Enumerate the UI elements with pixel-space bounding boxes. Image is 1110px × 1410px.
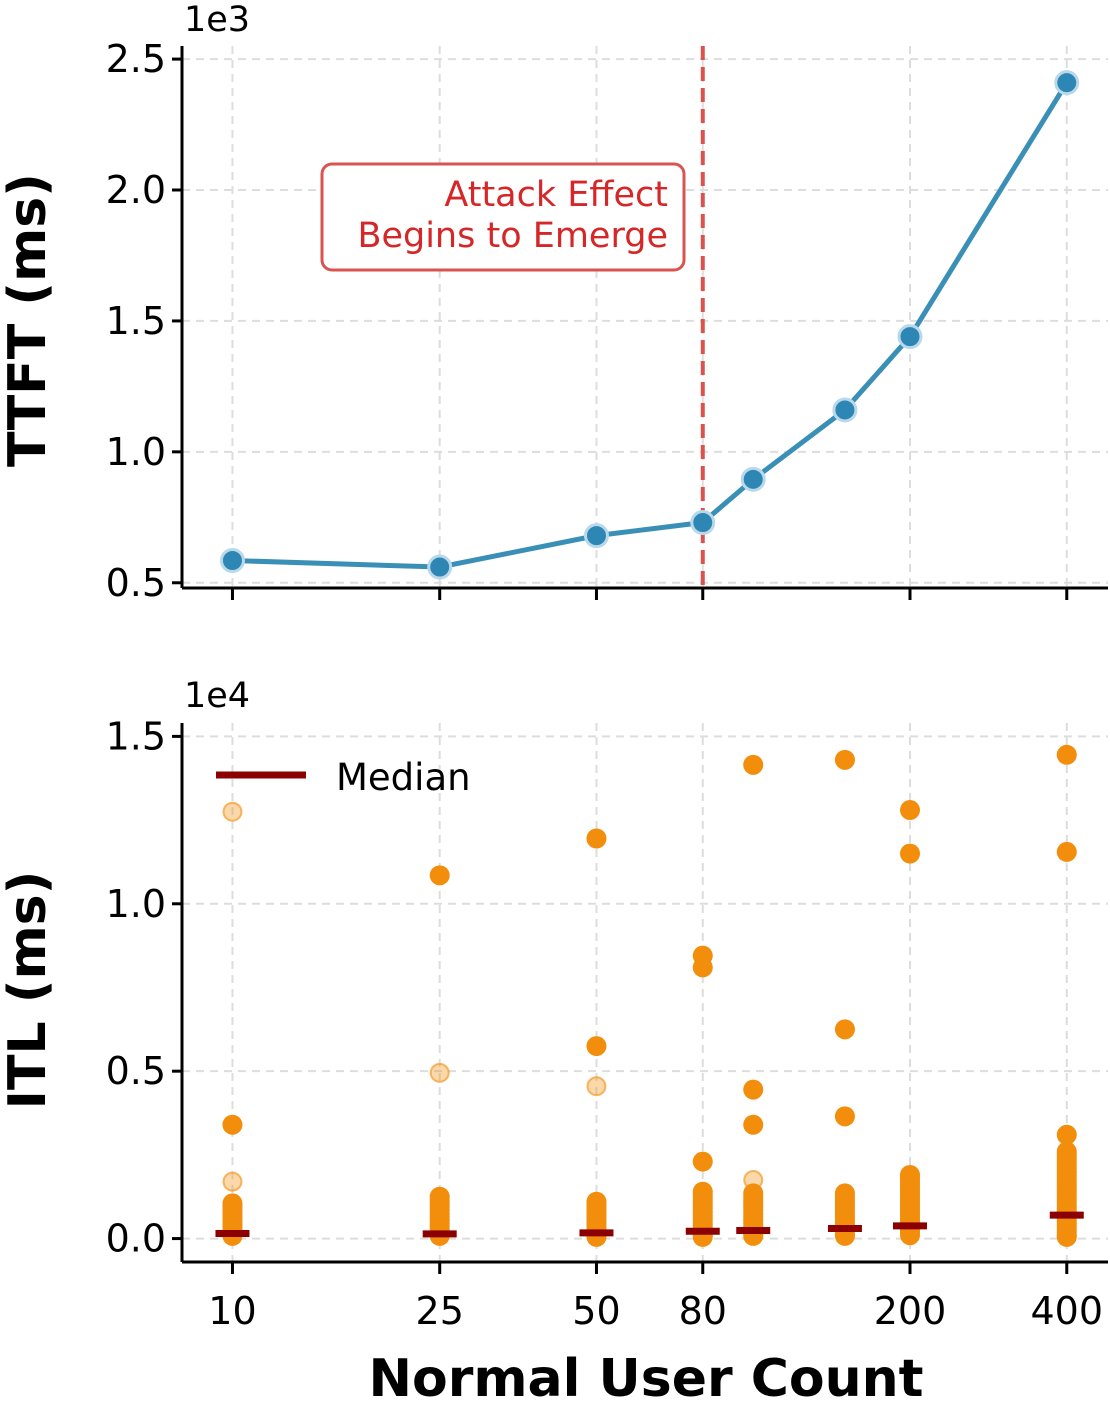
x-tick-label: 50: [572, 1289, 620, 1333]
ttft-grid: [182, 46, 1108, 588]
ttft-point: [740, 466, 766, 492]
itl-axes: 0.0 0.5 1.0 1.5 10 25 50 80 200 400: [106, 714, 1108, 1333]
ttft-axes: 0.5 1.0 1.5 2.0 2.5: [106, 37, 1108, 605]
itl-point: [834, 1019, 855, 1040]
itl-point-faint: [222, 1171, 243, 1192]
x-tick-label: 400: [1030, 1289, 1103, 1333]
annotation-line-2: Begins to Emerge: [357, 216, 668, 256]
ttft-y-tick-label: 0.5: [106, 561, 166, 605]
ttft-y-tick-label: 2.0: [106, 168, 166, 212]
itl-point: [586, 1036, 607, 1057]
itl-point: [899, 1225, 920, 1246]
x-tick-label: 200: [874, 1289, 947, 1333]
itl-point-faint: [222, 801, 243, 822]
median-legend: Median: [216, 756, 471, 799]
itl-y-tick-label: 1.5: [106, 714, 166, 758]
ttft-point: [1054, 70, 1080, 96]
ttft-y-tick-label: 1.5: [106, 299, 166, 343]
itl-y-tick-label: 1.0: [106, 882, 166, 926]
ttft-point: [219, 548, 245, 574]
itl-point: [743, 754, 764, 775]
itl-point: [692, 957, 713, 978]
itl-y-axis-label: ITL (ms): [0, 871, 58, 1110]
annotation-box: [320, 162, 686, 272]
itl-point: [222, 1114, 243, 1135]
x-tick-label: 25: [416, 1289, 464, 1333]
ttft-point: [832, 397, 858, 423]
x-tick-label: 80: [679, 1289, 727, 1333]
annotation-line-1: Attack Effect: [444, 175, 668, 215]
ttft-point: [583, 523, 609, 549]
ttft-offset-label: 1e3: [184, 0, 250, 40]
itl-medians: [215, 1211, 1084, 1238]
itl-point-faint: [429, 1062, 450, 1083]
itl-point: [692, 1151, 713, 1172]
itl-point: [1056, 1226, 1077, 1247]
ttft-point: [427, 554, 453, 580]
ttft-point: [690, 510, 716, 536]
itl-point: [743, 1114, 764, 1135]
itl-y-tick-label: 0.5: [106, 1049, 166, 1093]
ttft-point: [897, 324, 923, 350]
itl-point: [429, 865, 450, 886]
itl-point: [1056, 1124, 1077, 1145]
itl-panel: 0.0 0.5 1.0 1.5 10 25 50 80 200 400 Median 1e4 IT…: [0, 676, 1108, 1409]
legend-median-label: Median: [336, 756, 471, 799]
itl-point: [834, 749, 855, 770]
itl-grid: [182, 723, 1108, 1262]
itl-y-tick-label: 0.0: [106, 1217, 166, 1261]
itl-point: [899, 800, 920, 821]
itl-point-faint: [586, 1076, 607, 1097]
ttft-y-axis-label: TTFT (ms): [0, 173, 58, 467]
itl-offset-label: 1e4: [184, 676, 250, 716]
ttft-series: [219, 70, 1080, 580]
ttft-y-tick-label: 1.0: [106, 430, 166, 474]
itl-points: [222, 744, 1077, 1247]
x-tick-label: 10: [208, 1289, 256, 1333]
itl-point: [743, 1079, 764, 1100]
itl-point: [899, 843, 920, 864]
ttft-y-tick-label: 2.5: [106, 37, 166, 81]
itl-point: [834, 1106, 855, 1127]
itl-point: [586, 828, 607, 849]
ttft-line: [232, 81, 1069, 570]
attack-annotation: Attack Effect Begins to Emerge: [320, 162, 686, 272]
x-axis-label: Normal User Count: [368, 1349, 923, 1409]
itl-point: [1056, 841, 1077, 862]
ttft-panel: Attack Effect Begins to Emerge 0.5 1.0 1.5…: [0, 0, 1108, 605]
itl-point: [1056, 744, 1077, 765]
